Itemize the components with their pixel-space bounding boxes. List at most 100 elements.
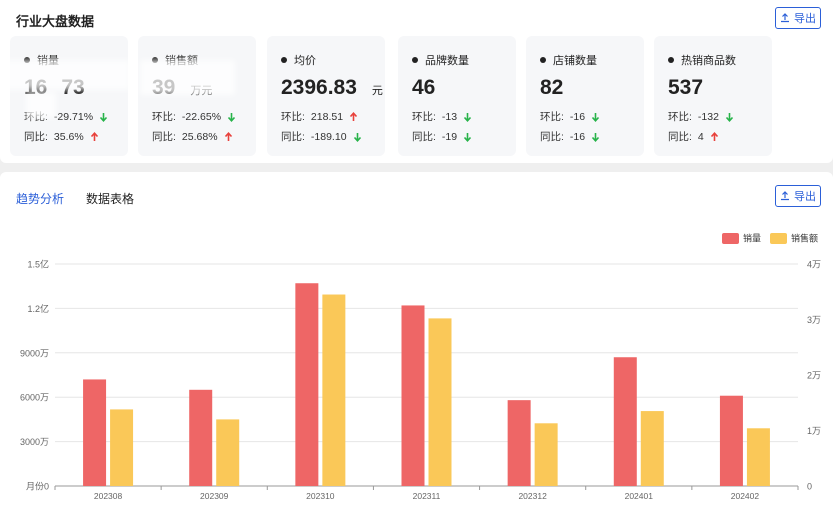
metric-label-text: 店铺数量 — [553, 55, 597, 67]
mom-label: 环比: — [668, 111, 692, 123]
mom-label: 环比: — [540, 111, 564, 123]
bar-sales-amount — [640, 411, 664, 486]
mom-value: -29.71% — [53, 110, 94, 123]
yoy-row: 同比: -189.10 — [281, 129, 362, 144]
bar-sales-amount — [322, 294, 346, 486]
bar-sales-volume — [507, 400, 531, 486]
arrow-up-icon — [349, 111, 358, 121]
x-axis-tick-label: 202312 — [518, 491, 547, 501]
arrow-up-icon — [90, 131, 98, 141]
tab-trend-analysis[interactable]: 趋势分析 — [16, 192, 65, 206]
mom-value: 218.51 — [310, 110, 344, 123]
mom-value: -13 — [441, 110, 458, 123]
metric-value-text: 2396.83 — [281, 76, 357, 99]
metric-value-text: 46 — [412, 76, 436, 99]
bar-sales-amount — [216, 419, 240, 486]
legend-swatch — [722, 233, 739, 244]
metric-label-text: 热销商品数 — [681, 55, 736, 67]
yoy-value: 35.6% — [53, 130, 84, 143]
left-axis-tick-label: 1.5亿 — [27, 259, 49, 270]
overview-export-label: 导出 — [794, 13, 816, 25]
arrow-down-icon — [464, 112, 472, 122]
mom-row: 环比: -22.65% — [152, 109, 236, 124]
metric-label: 热销商品数 — [668, 52, 736, 68]
mom-label: 环比: — [281, 111, 305, 123]
trend-export-button[interactable]: 导出 — [775, 185, 821, 207]
arrow-up-icon — [710, 131, 718, 141]
left-axis-tick-label: 3000万 — [20, 437, 49, 447]
mom-row: 环比: -132 — [668, 109, 734, 124]
x-axis-tick-label: 202309 — [200, 491, 229, 501]
left-axis-tick-label: 6000万 — [20, 393, 49, 403]
overview-title: 行业大盘数据 — [16, 14, 95, 29]
arrow-down-icon — [725, 112, 734, 122]
arrow-down-icon — [592, 112, 600, 122]
metric-label-text: 均价 — [294, 55, 316, 67]
x-axis-tick-label: 202311 — [413, 491, 441, 501]
x-axis-tick-label: 202308 — [94, 491, 123, 501]
upload-icon — [781, 13, 789, 23]
metric-card: 销售额 39万元 环比:-22.65% 同比:25.68% — [138, 36, 256, 156]
tab-data-table[interactable]: 数据表格 — [86, 192, 135, 206]
metric-unit: 元 — [371, 85, 383, 97]
yoy-label: 同比: — [540, 131, 564, 143]
arrow-down-icon — [464, 132, 472, 142]
privacy-blur-overlay — [26, 92, 56, 118]
right-axis-tick-label: 1万 — [807, 426, 821, 436]
yoy-label: 同比: — [152, 131, 176, 143]
yoy-row: 同比: 4 — [668, 129, 719, 144]
bar-sales-volume — [83, 379, 107, 486]
bullet-dot — [281, 57, 287, 63]
yoy-row: 同比: 25.68% — [152, 129, 233, 144]
metric-card: 均价 2396.83 元 环比: 218.51 同比: -189.10 — [267, 36, 385, 156]
metric-value: 82 — [540, 76, 578, 100]
arrow-down-icon — [353, 132, 361, 142]
left-axis-tick-label: 月份0 — [26, 481, 49, 492]
metric-card: 店铺数量 82 环比: -16 同比: -16 — [526, 36, 644, 156]
yoy-value: -19 — [441, 130, 458, 143]
privacy-blur-overlay — [140, 60, 235, 95]
mom-value: -22.65% — [181, 110, 222, 123]
right-axis-tick-label: 3万 — [807, 315, 821, 325]
mom-label: 环比: — [412, 111, 436, 123]
legend-swatch — [770, 233, 787, 244]
yoy-value: 4 — [697, 130, 704, 143]
metric-label: 店铺数量 — [540, 52, 597, 68]
bar-sales-volume — [189, 389, 213, 486]
bar-sales-volume — [719, 395, 743, 486]
yoy-label: 同比: — [281, 131, 305, 143]
bar-sales-amount — [534, 423, 558, 486]
arrow-down-icon — [227, 112, 236, 122]
bar-sales-volume — [613, 357, 637, 486]
metric-label: 均价 — [281, 52, 316, 68]
mom-row: 环比: -16 — [540, 109, 600, 124]
yoy-value: -16 — [569, 130, 586, 143]
privacy-blur-overlay — [0, 60, 130, 90]
x-axis-tick-label: 202310 — [306, 491, 335, 501]
overview-panel: 行业大盘数据 导出 销量 1673 环比:-29.71% 同比:35.6% 销售… — [0, 0, 833, 163]
arrow-down-icon — [99, 112, 108, 122]
bullet-dot — [412, 57, 418, 63]
right-axis-tick-label: 4万 — [807, 260, 821, 270]
left-axis-tick-label: 1.2亿 — [27, 303, 49, 314]
mom-label: 环比: — [152, 111, 176, 123]
x-axis-tick-label: 202402 — [731, 491, 760, 501]
overview-export-button[interactable]: 导出 — [775, 7, 821, 29]
arrow-down-icon — [592, 132, 600, 142]
yoy-value: -189.10 — [310, 130, 347, 143]
mom-value: -16 — [569, 110, 586, 123]
metric-value: 2396.83 元 — [281, 76, 383, 100]
right-axis-tick-label: 0 — [807, 482, 812, 492]
metric-label-text: 品牌数量 — [425, 55, 469, 67]
right-axis-tick-label: 2万 — [807, 371, 821, 381]
mom-value: -132 — [697, 110, 719, 123]
yoy-row: 同比: 35.6% — [24, 129, 99, 144]
upload-icon — [781, 191, 789, 201]
x-axis-tick-label: 202401 — [625, 491, 654, 501]
metric-card: 品牌数量 46 环比: -13 同比: -19 — [398, 36, 516, 156]
metric-value-text: 82 — [540, 76, 564, 99]
trend-panel: 趋势分析 数据表格 导出 月份0 3000万 6000万 9000万 1.2亿 1.5亿 0… — [0, 172, 833, 512]
yoy-label: 同比: — [24, 131, 48, 143]
trend-tabs: 趋势分析 数据表格 — [16, 190, 134, 207]
yoy-row: 同比: -19 — [412, 129, 472, 144]
